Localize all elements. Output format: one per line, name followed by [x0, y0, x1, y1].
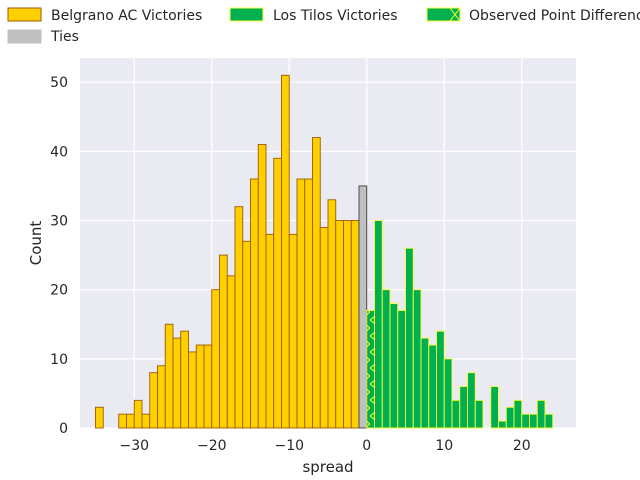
- x-axis-label: spread: [302, 458, 353, 476]
- legend-label-tilos: Los Tilos Victories: [273, 8, 398, 24]
- bar-tilos: [490, 386, 499, 429]
- bar-tilos: [389, 303, 399, 429]
- legend-label-observed: Observed Point Difference: [469, 8, 640, 24]
- x-tick-label: 0: [362, 438, 371, 454]
- y-tick-label: 40: [50, 144, 68, 160]
- bar-tilos: [536, 399, 546, 429]
- legend-swatch-belgrano: [7, 7, 42, 22]
- bar-belgrano: [304, 178, 313, 429]
- bar-tilos: [451, 399, 461, 429]
- bar-tilos: [428, 344, 437, 429]
- bar-belgrano: [281, 74, 290, 429]
- x-tick-label: −10: [274, 438, 304, 454]
- bar-belgrano: [195, 344, 205, 429]
- y-tick-label: 0: [59, 421, 68, 437]
- bar-tilos: [467, 372, 476, 429]
- bar-belgrano: [219, 254, 228, 429]
- bar-belgrano: [141, 413, 151, 429]
- bar-belgrano: [126, 413, 135, 429]
- bar-belgrano: [172, 337, 182, 429]
- bar-tilos: [397, 309, 406, 429]
- bar-belgrano: [296, 178, 306, 429]
- bar-observed: [366, 309, 375, 429]
- legend-label-ties: Ties: [50, 29, 79, 45]
- bar-belgrano: [343, 220, 352, 429]
- bar-tilos: [513, 399, 523, 429]
- y-tick-label: 20: [50, 283, 68, 299]
- y-tick-labels: 0 10 20 30 40 50: [50, 75, 68, 437]
- legend-label-belgrano: Belgrano AC Victories: [51, 8, 202, 24]
- bar-belgrano: [288, 233, 298, 429]
- bar-tilos: [443, 358, 453, 429]
- bar-tilos: [381, 289, 391, 429]
- bar-ties: [358, 185, 368, 429]
- bar-belgrano: [149, 372, 158, 429]
- bar-belgrano: [242, 240, 251, 429]
- legend: Belgrano AC Victories Los Tilos Victorie…: [7, 7, 640, 45]
- bar-tilos: [498, 420, 507, 429]
- bar-belgrano: [312, 137, 321, 429]
- bar-tilos: [374, 220, 383, 429]
- bar-belgrano: [327, 199, 337, 429]
- y-axis-label: Count: [27, 221, 45, 266]
- y-tick-label: 30: [50, 214, 68, 230]
- bar-tilos: [521, 413, 530, 429]
- bar-belgrano: [335, 220, 344, 429]
- bar-belgrano: [226, 275, 236, 429]
- legend-swatch-tilos: [229, 7, 264, 22]
- histogram-bars: [95, 74, 554, 429]
- bar-belgrano: [157, 365, 166, 429]
- bar-belgrano: [95, 406, 104, 429]
- bar-belgrano: [118, 413, 127, 429]
- bar-tilos: [529, 413, 538, 429]
- bar-belgrano: [203, 344, 213, 429]
- bar-tilos: [505, 406, 515, 429]
- bar-belgrano: [188, 351, 197, 429]
- x-tick-labels: −30 −20 −10 0 10 20: [119, 438, 530, 454]
- legend-swatch-observed: [426, 7, 461, 22]
- bar-belgrano: [319, 226, 329, 429]
- bar-belgrano: [180, 330, 189, 429]
- bar-tilos: [459, 386, 468, 429]
- bar-belgrano: [250, 178, 259, 429]
- y-tick-label: 50: [50, 75, 68, 91]
- bar-tilos: [544, 413, 554, 429]
- bar-belgrano: [164, 323, 174, 429]
- bar-belgrano: [257, 143, 267, 429]
- x-tick-label: 20: [513, 438, 531, 454]
- bar-belgrano: [133, 399, 143, 429]
- x-tick-label: 10: [435, 438, 453, 454]
- bar-tilos: [474, 399, 484, 429]
- bar-belgrano: [273, 157, 282, 429]
- y-tick-label: 10: [50, 352, 68, 368]
- x-tick-label: −20: [197, 438, 227, 454]
- bar-tilos: [420, 337, 430, 429]
- bar-belgrano: [211, 289, 220, 429]
- bar-tilos: [405, 247, 414, 429]
- legend-swatch-ties: [7, 29, 42, 44]
- x-tick-label: −30: [119, 438, 149, 454]
- bar-belgrano: [350, 220, 360, 429]
- bar-belgrano: [234, 206, 244, 429]
- bar-belgrano: [265, 233, 275, 429]
- bar-tilos: [412, 289, 422, 429]
- bar-tilos: [436, 330, 445, 429]
